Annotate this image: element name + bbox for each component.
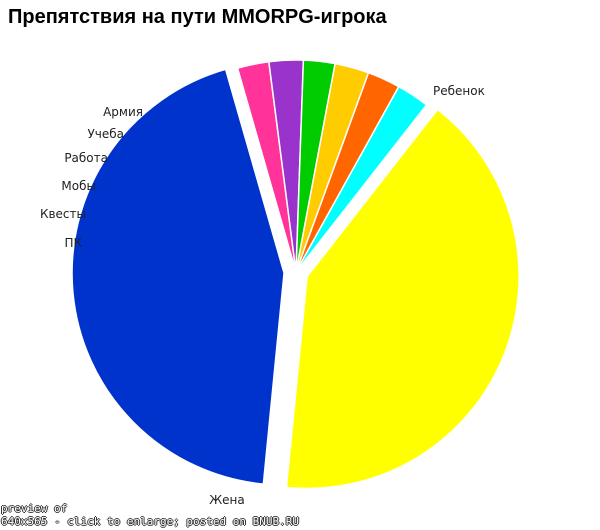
pie-label-5: Мобы (61, 179, 96, 193)
pie-label-7: Учеба (87, 127, 124, 141)
watermark-line-2: 640x565 - click to enlarge; posted on BN… (1, 515, 300, 528)
pie-slice-2 (71, 68, 285, 485)
pie-label-4: Квесты (40, 207, 86, 221)
pie-labels: Ребенок Жена ПК Квесты Мобы Работа Учеба Армия (40, 84, 485, 507)
watermark-line-1: preview of (1, 502, 68, 515)
pie-label-2: Жена (209, 493, 245, 507)
pie-label-1: Ребенок (433, 84, 485, 98)
chart-title: Препятствия на пути MMORPG-игрока (8, 6, 387, 28)
preview-watermark: preview of 640x565 - click to enlarge; p… (1, 502, 299, 528)
pie-label-8: Армия (103, 105, 143, 119)
pie-label-6: Работа (64, 151, 108, 165)
pie-slice-8 (295, 85, 428, 273)
pie-slices (71, 59, 520, 490)
pie-slice-1 (285, 108, 520, 490)
pie-label-3: ПК (64, 236, 82, 250)
